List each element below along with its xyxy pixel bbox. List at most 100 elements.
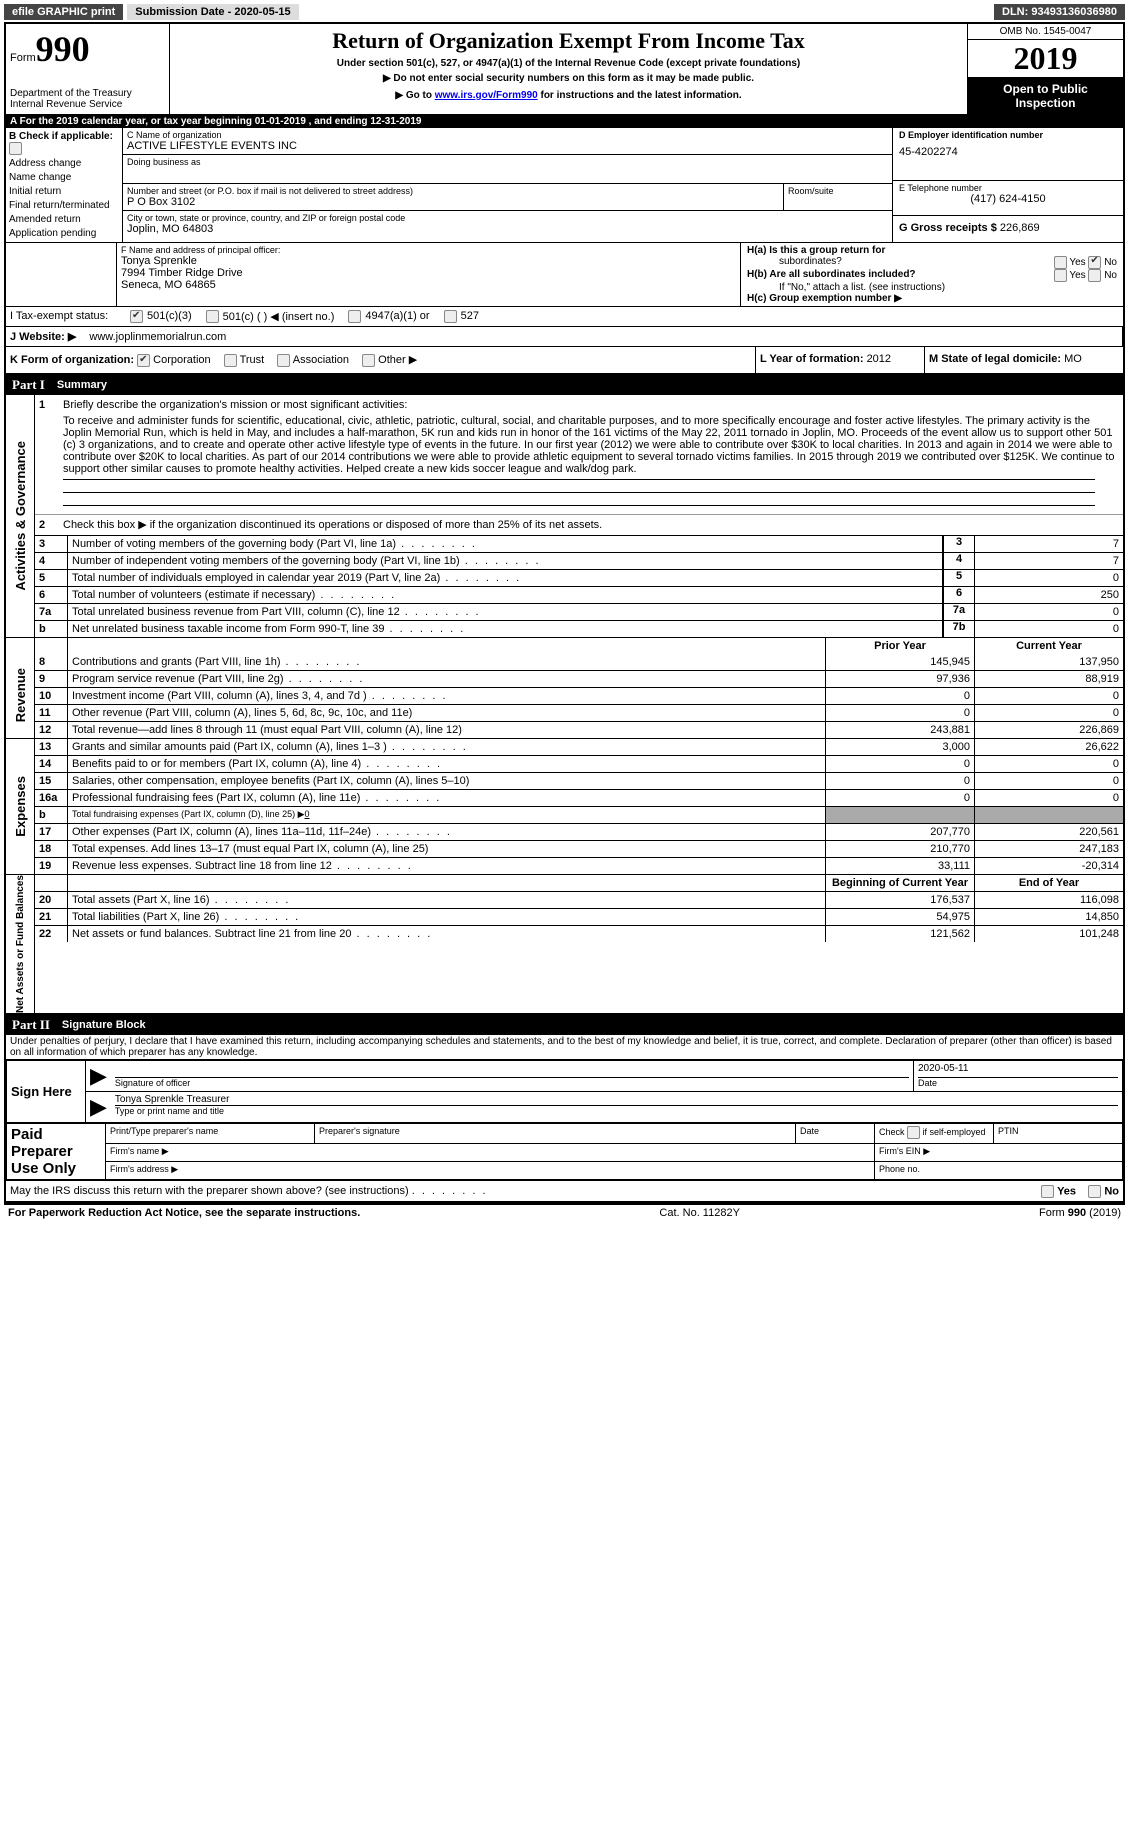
chk-hb-no[interactable] (1088, 269, 1101, 282)
net-assets-section: Net Assets or Fund Balances Beginning of… (6, 875, 1123, 1015)
form-word: Form (10, 52, 36, 64)
current-year-header: Current Year (975, 638, 1123, 654)
paid-preparer-label: Paid Preparer Use Only (7, 1123, 106, 1179)
chk-4947[interactable] (348, 310, 361, 323)
line6-val: 250 (975, 587, 1123, 603)
pp-name-label: Print/Type preparer's name (106, 1123, 315, 1143)
sign-here-table: Sign Here ▶ Signature of officer 2020-05… (6, 1060, 1123, 1123)
website-value: www.joplinmemorialrun.com (89, 331, 226, 343)
hc-label: H(c) Group exemption number ▶ (747, 293, 902, 304)
pp-sig-label: Preparer's signature (315, 1123, 796, 1143)
pp-date-label: Date (796, 1123, 875, 1143)
firm-name-label: Firm's name ▶ (106, 1143, 875, 1161)
line5-val: 0 (975, 570, 1123, 586)
state-domicile: MO (1064, 353, 1082, 365)
sign-here-label: Sign Here (7, 1060, 86, 1122)
chk-501c[interactable] (206, 310, 219, 323)
year-box: OMB No. 1545-0047 2019 Open to Public In… (967, 24, 1123, 114)
officer-name-title: Tonya Sprenkle Treasurer (115, 1094, 1118, 1106)
g-header: G Gross receipts $ (899, 222, 1000, 234)
catalog-number: Cat. No. 11282Y (659, 1207, 740, 1219)
d-header: D Employer identification number (899, 130, 1117, 140)
chk-corp[interactable] (137, 354, 150, 367)
ptin-label: PTIN (994, 1123, 1123, 1143)
sig-date-value: 2020-05-11 (918, 1063, 1118, 1078)
gross-receipts: 226,869 (1000, 222, 1040, 234)
page-footer: For Paperwork Reduction Act Notice, see … (4, 1205, 1125, 1221)
ein-value: 45-4202274 (899, 146, 1117, 158)
e-header: E Telephone number (899, 183, 1117, 193)
chk-hb-yes[interactable] (1054, 269, 1067, 282)
k-header: K Form of organization: (10, 354, 134, 366)
street-header: Number and street (or P.O. box if mail i… (127, 186, 779, 196)
chk-ha-no[interactable] (1088, 256, 1101, 269)
line4-val: 7 (975, 553, 1123, 569)
subtitle-3: ▶ Go to www.irs.gov/Form990 for instruct… (178, 90, 959, 101)
omb-number: OMB No. 1545-0047 (968, 24, 1123, 40)
org-name: ACTIVE LIFESTYLE EVENTS INC (127, 140, 888, 152)
chk-other[interactable] (362, 354, 375, 367)
c-header: C Name of organization (127, 130, 888, 140)
phone-value: (417) 624-4150 (899, 193, 1117, 205)
mission-text: To receive and administer funds for scie… (35, 415, 1123, 475)
begin-year-header: Beginning of Current Year (826, 875, 975, 891)
chk-address[interactable] (9, 142, 22, 155)
ha-label: H(a) Is this a group return for (747, 245, 885, 256)
city-header: City or town, state or province, country… (127, 213, 888, 223)
line7b-val: 0 (975, 621, 1123, 637)
revenue-section: Revenue 8Contributions and grants (Part … (6, 654, 1123, 739)
section-b-through-m: B Check if applicable: Address change Na… (6, 128, 1123, 242)
officer-city: Seneca, MO 64865 (121, 279, 736, 291)
part-2-header: Part IISignature Block (6, 1015, 1123, 1035)
discuss-question: May the IRS discuss this return with the… (10, 1185, 409, 1197)
chk-discuss-no[interactable] (1088, 1185, 1101, 1198)
officer-name: Tonya Sprenkle (121, 255, 736, 267)
officer-street: 7994 Timber Ridge Drive (121, 267, 736, 279)
line7a-val: 0 (975, 604, 1123, 620)
dept-treasury: Department of the Treasury (10, 88, 165, 99)
f-header: F Name and address of principal officer: (121, 245, 736, 255)
dba-header: Doing business as (127, 157, 888, 167)
line3-val: 7 (975, 536, 1123, 552)
top-button-bar: efile GRAPHIC print Submission Date - 20… (4, 4, 1125, 20)
pp-check-label: Check if self-employed (875, 1123, 994, 1143)
efile-print-button[interactable]: efile GRAPHIC print (4, 4, 123, 20)
firm-ein-label: Firm's EIN ▶ (875, 1143, 1123, 1161)
side-net-assets: Net Assets or Fund Balances (15, 875, 26, 1013)
subtitle-1: Under section 501(c), 527, or 4947(a)(1)… (178, 58, 959, 69)
m-header: M State of legal domicile: (929, 353, 1064, 365)
form-title: Return of Organization Exempt From Incom… (178, 28, 959, 54)
i-header: I Tax-exempt status: (10, 310, 130, 323)
header-row: Form990 Department of the Treasury Inter… (6, 24, 1123, 115)
firm-address-label: Firm's address ▶ (106, 1161, 875, 1179)
form-ref: Form 990 (2019) (1039, 1207, 1121, 1219)
street-address: P O Box 3102 (127, 196, 779, 208)
hb-note: If "No," attach a list. (see instruction… (779, 282, 1117, 293)
chk-self-employed[interactable] (907, 1126, 920, 1139)
chk-501c3[interactable] (130, 310, 143, 323)
irs-label: Internal Revenue Service (10, 99, 165, 110)
chk-527[interactable] (444, 310, 457, 323)
chk-ha-yes[interactable] (1054, 256, 1067, 269)
chk-trust[interactable] (224, 354, 237, 367)
irs-link[interactable]: www.irs.gov/Form990 (435, 90, 538, 101)
submission-date-label: Submission Date - 2020-05-15 (127, 4, 298, 20)
side-expenses: Expenses (13, 776, 28, 837)
side-revenue: Revenue (13, 668, 28, 722)
chk-discuss-yes[interactable] (1041, 1185, 1054, 1198)
chk-assoc[interactable] (277, 354, 290, 367)
form-container: Form990 Department of the Treasury Inter… (4, 22, 1125, 1205)
side-activities: Activities & Governance (13, 441, 28, 591)
tax-year: 2019 (968, 40, 1123, 78)
form-number: 990 (36, 29, 90, 69)
title-box: Return of Organization Exempt From Incom… (170, 24, 967, 114)
dln-label: DLN: 93493136036980 (994, 4, 1125, 20)
paperwork-notice: For Paperwork Reduction Act Notice, see … (8, 1207, 360, 1219)
phone-label: Phone no. (875, 1161, 1123, 1179)
city-state-zip: Joplin, MO 64803 (127, 223, 888, 235)
paid-preparer-table: Paid Preparer Use Only Print/Type prepar… (6, 1123, 1123, 1180)
expenses-section: Expenses 13Grants and similar amounts pa… (6, 739, 1123, 875)
name-title-label: Type or print name and title (115, 1106, 1118, 1116)
end-year-header: End of Year (975, 875, 1123, 891)
declaration-text: Under penalties of perjury, I declare th… (6, 1035, 1123, 1060)
